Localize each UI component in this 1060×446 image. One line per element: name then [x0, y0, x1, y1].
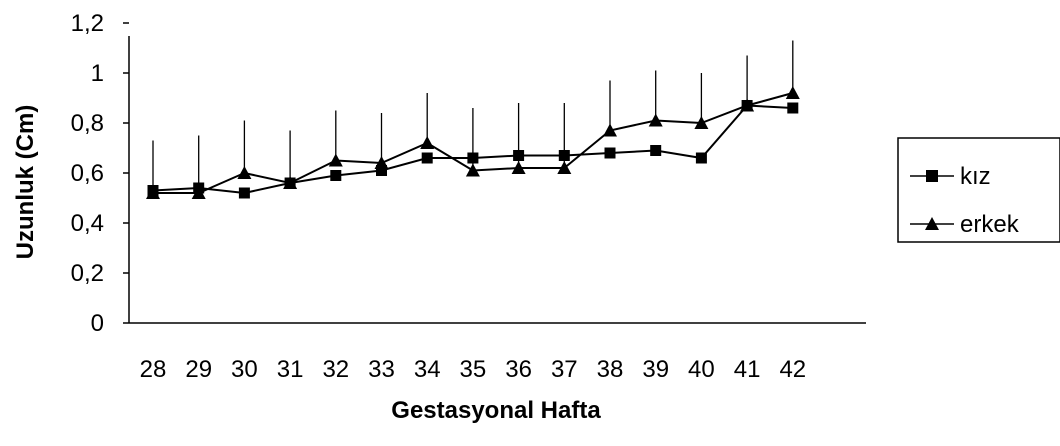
data-point-kiz — [558, 150, 570, 161]
data-point-kiz — [238, 187, 250, 199]
series-markers — [146, 86, 800, 199]
x-tick-labels: 28 29 30 31 32 33 34 35 36 37 38 39 40 41 42 — [140, 356, 807, 383]
y-tick-label: 0,4 — [71, 210, 104, 237]
x-tick-label: 37 — [551, 356, 578, 383]
x-tick-label: 36 — [505, 356, 532, 383]
data-point-erkek — [283, 176, 298, 189]
data-point-erkek — [420, 136, 435, 149]
x-tick-label: 31 — [277, 356, 304, 383]
x-tick-label: 29 — [185, 356, 212, 383]
x-tick-label: 33 — [368, 356, 395, 383]
data-point-kiz — [330, 170, 342, 181]
data-point-erkek — [557, 161, 572, 174]
y-tick-label: 0,2 — [71, 260, 104, 287]
data-point-kiz — [376, 165, 387, 176]
x-tick-label: 35 — [460, 356, 487, 383]
x-tick-label: 40 — [688, 356, 715, 383]
data-point-kiz — [787, 102, 799, 114]
x-tick-label: 41 — [734, 356, 761, 383]
data-point-erkek — [465, 163, 480, 177]
y-tick-labels: 0 0,2 0,4 0,6 0,8 1 1,2 — [71, 10, 129, 337]
data-point-erkek — [328, 153, 343, 167]
data-point-erkek — [511, 161, 526, 174]
legend: kız erkek — [897, 137, 1060, 243]
x-tick-label: 34 — [414, 356, 441, 383]
data-point-kiz — [467, 152, 479, 164]
y-tick-label: 0,6 — [71, 160, 104, 187]
x-tick-label: 38 — [597, 356, 624, 383]
data-point-erkek — [694, 116, 709, 129]
y-tick-label: 1,2 — [71, 10, 104, 37]
data-point-kiz — [421, 152, 433, 164]
data-point-kiz — [695, 152, 707, 164]
x-tick-label: 42 — [779, 356, 806, 383]
y-tick-label: 0 — [91, 310, 104, 337]
axes — [128, 36, 866, 324]
data-point-erkek — [648, 113, 663, 127]
data-point-kiz — [650, 145, 662, 156]
legend-triangle-marker — [925, 217, 939, 230]
x-tick-label: 32 — [322, 356, 349, 383]
x-axis-title: Gestasyonal Hafta — [391, 397, 601, 424]
data-point-erkek — [740, 98, 755, 112]
data-point-kiz — [604, 147, 616, 159]
y-tick-label: 1 — [91, 60, 104, 87]
x-tick-label: 30 — [231, 356, 258, 383]
data-point-erkek — [191, 186, 206, 199]
data-point-erkek — [374, 156, 389, 169]
legend-box — [897, 137, 1060, 243]
x-tick-label: 39 — [642, 356, 669, 383]
data-point-erkek — [146, 186, 160, 199]
data-point-erkek — [603, 123, 617, 137]
data-point-erkek — [785, 86, 800, 99]
x-tick-label: 28 — [140, 356, 167, 383]
y-axis-title: Uzunluk (Cm) — [12, 105, 39, 260]
legend-square-marker — [926, 170, 938, 182]
legend-label-kiz: kız — [960, 163, 991, 190]
data-point-erkek — [237, 166, 252, 179]
y-tick-label: 0,8 — [71, 110, 104, 137]
legend-label-erkek: erkek — [960, 211, 1020, 238]
data-point-kiz — [513, 150, 525, 161]
